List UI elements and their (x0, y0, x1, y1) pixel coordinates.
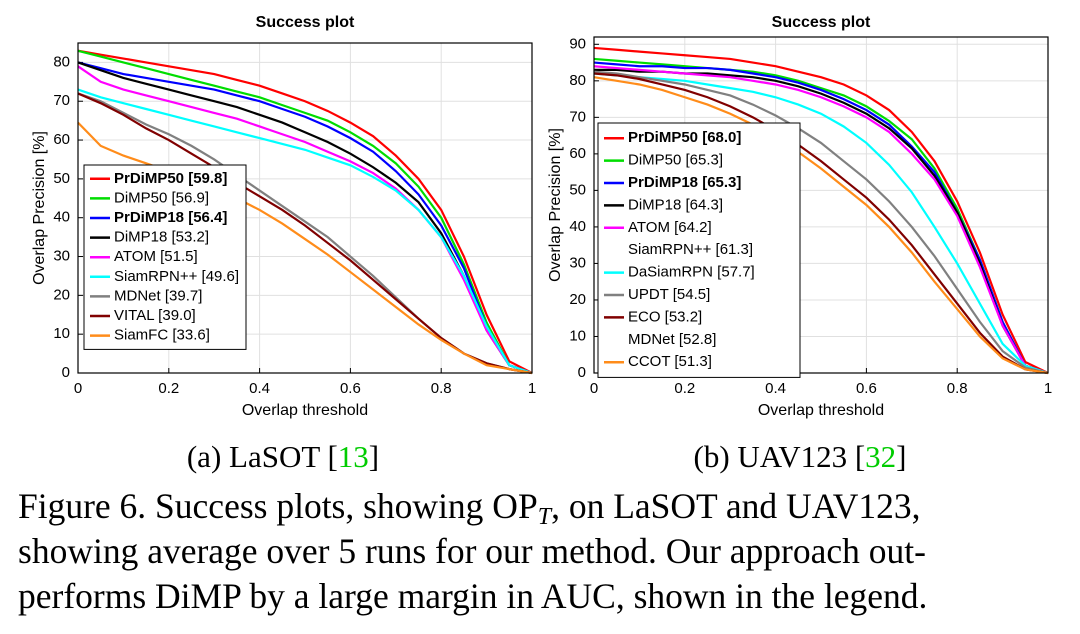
legend-label: VITAL [39.0] (114, 307, 196, 324)
legend-label: DiMP18 [53.2] (114, 229, 209, 246)
y-axis-label: Overlap Precision [%] (547, 128, 564, 282)
figure-caption-line: Figure 6. Success plots, showing OPT, on… (18, 486, 921, 529)
y-tick-label: 50 (53, 170, 70, 187)
x-tick-label: 0.4 (765, 380, 786, 397)
legend-label: DaSiamRPN [57.7] (628, 264, 755, 281)
y-tick-label: 30 (53, 247, 70, 264)
subcaption-part: ] (369, 439, 379, 474)
y-tick-label: 20 (53, 286, 70, 303)
series-line (77, 49, 533, 374)
x-tick-label: 0.2 (674, 380, 695, 397)
subcaption-part: 13 (338, 439, 369, 474)
caption-text: Figure 6. Success plots, showing OP (18, 486, 538, 526)
legend-label: ECO [53.2] (628, 308, 702, 325)
legend-label: SiamFC [33.6] (114, 327, 210, 344)
x-tick-label: 0.6 (856, 380, 877, 397)
legend-label: ATOM [64.2] (628, 219, 712, 236)
caption-text: showing average over 5 runs for our meth… (18, 531, 926, 571)
legend-label: MDNet [39.7] (114, 287, 202, 304)
series-line (77, 49, 533, 375)
series-line (593, 72, 1049, 375)
x-tick-label: 0 (74, 380, 82, 397)
series-line (77, 88, 533, 375)
subcaption-part: ] (896, 439, 906, 474)
x-tick-label: 0.8 (947, 380, 968, 397)
figure-caption-line: performs DiMP by a large margin in AUC, … (18, 576, 927, 616)
caption-text: , on LaSOT and UAV123, (551, 486, 920, 526)
x-tick-label: 0.2 (158, 380, 179, 397)
x-tick-label: 1 (1044, 380, 1052, 397)
y-tick-label: 40 (569, 218, 586, 235)
legend-label: PrDiMP18 [65.3] (628, 174, 741, 191)
y-tick-label: 60 (569, 145, 586, 162)
series-line (593, 76, 1049, 375)
subcaption: (a) LaSOT [13] (187, 439, 379, 474)
legend-label: CCOT [51.3] (628, 353, 712, 370)
y-tick-label: 70 (53, 92, 70, 109)
y-tick-label: 10 (569, 327, 586, 344)
y-tick-label: 50 (569, 181, 586, 198)
legend-box (597, 122, 801, 378)
y-tick-label: 80 (53, 53, 70, 70)
subcaption-part: (a) LaSOT [ (187, 439, 338, 474)
legend-label: ATOM [51.5] (114, 248, 198, 265)
x-tick-label: 0.6 (340, 380, 361, 397)
y-tick-label: 60 (53, 131, 70, 148)
legend-label: PrDiMP50 [59.8] (114, 170, 227, 187)
legend-label: PrDiMP50 [68.0] (628, 129, 741, 146)
series-line (77, 61, 533, 375)
plot-frame (77, 42, 533, 374)
x-axis-label: Overlap threshold (242, 402, 368, 419)
subcaption: (b) UAV123 [32] (694, 439, 907, 474)
x-tick-label: 1 (528, 380, 536, 397)
legend-label: UPDT [54.5] (628, 286, 710, 303)
chart-title: Success plot (772, 14, 871, 31)
x-axis-label: Overlap threshold (758, 402, 884, 419)
plot-frame (593, 36, 1049, 374)
legend-label: DiMP50 [65.3] (628, 152, 723, 169)
figure-caption-line: showing average over 5 runs for our meth… (18, 531, 926, 571)
legend-label: DiMP50 [56.9] (114, 189, 209, 206)
caption-subscript: T (538, 504, 553, 530)
legend-label: SiamRPN++ [49.6] (114, 268, 239, 285)
y-tick-label: 90 (569, 35, 586, 52)
legend-label: DiMP18 [64.3] (628, 196, 723, 213)
y-tick-label: 80 (569, 72, 586, 89)
x-tick-label: 0.8 (431, 380, 452, 397)
subcaption-part: (b) UAV123 [ (694, 439, 866, 474)
series-line (593, 70, 1049, 375)
y-tick-label: 40 (53, 209, 70, 226)
chart-title: Success plot (256, 14, 355, 31)
y-tick-label: 10 (53, 325, 70, 342)
y-tick-label: 0 (62, 364, 70, 381)
legend-label: SiamRPN++ [61.3] (628, 241, 753, 258)
caption-text: performs DiMP by a large margin in AUC, … (18, 576, 927, 616)
x-tick-label: 0.4 (249, 380, 270, 397)
series-line (593, 46, 1049, 374)
y-tick-label: 20 (569, 291, 586, 308)
x-tick-label: 0 (590, 380, 598, 397)
y-tick-label: 70 (569, 108, 586, 125)
subcaption-part: 32 (865, 439, 896, 474)
series-line (77, 65, 533, 375)
y-tick-label: 30 (569, 254, 586, 271)
legend-label: PrDiMP18 [56.4] (114, 209, 227, 226)
series-line (593, 72, 1049, 375)
y-tick-label: 0 (578, 364, 586, 381)
legend-box (83, 164, 247, 350)
legend-label: MDNet [52.8] (628, 331, 716, 348)
series-line (593, 65, 1049, 375)
y-axis-label: Overlap Precision [%] (31, 131, 48, 285)
